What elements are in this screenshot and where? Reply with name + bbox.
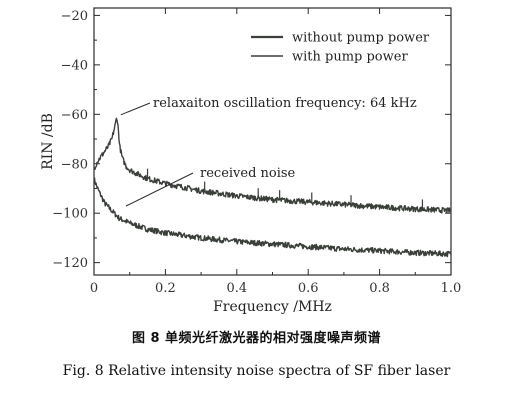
y-axis-label: RIN /dB [40,113,56,170]
series-layer [93,117,452,258]
annotations: relaxaiton oscillation frequency: 64 kHz… [120,96,417,207]
rin-chart: 0 0.2 0.4 0.6 0.8 1.0 −20 −40 −60 −80 −100 −120 wit… [40,7,461,315]
y-tick-label: −100 [52,207,88,222]
series-line-without-pump [93,177,452,258]
x-tick-label: 0 [90,281,98,296]
legend: without pump power with pump power [251,31,430,65]
series-line-with-pump [93,117,452,214]
annotation-received-noise: received noise [200,166,296,181]
x-tick-label: 0.8 [369,281,390,296]
y-tick-label: −120 [52,256,88,271]
figure-caption-chinese: 图 8 单频光纤激光器的相对强度噪声频谱 [131,331,382,346]
legend-label: with pump power [292,50,408,65]
annotation-leader-received-noise [125,172,194,207]
figure-caption-english: Fig. 8 Relative intensity noise spectra … [62,363,451,379]
x-tick-label: 1.0 [441,281,462,296]
plot-area [93,7,452,276]
x-tick-label: 0.6 [298,281,319,296]
y-tick-label: −20 [61,9,88,24]
legend-label: without pump power [292,31,430,46]
y-tick-label: −80 [61,157,88,172]
annotation-leader-relaxation [120,102,151,116]
y-tick-label: −40 [61,58,88,73]
x-tick-label: 0.4 [226,281,247,296]
y-tick-label: −60 [61,108,88,123]
x-tick-label: 0.2 [155,281,176,296]
ticks-layer: 0 0.2 0.4 0.6 0.8 1.0 −20 −40 −60 −80 −100 −120 [52,8,461,296]
annotation-relaxation-frequency: relaxaiton oscillation frequency: 64 kHz [153,96,417,111]
x-axis-label: Frequency /MHz [213,299,332,315]
